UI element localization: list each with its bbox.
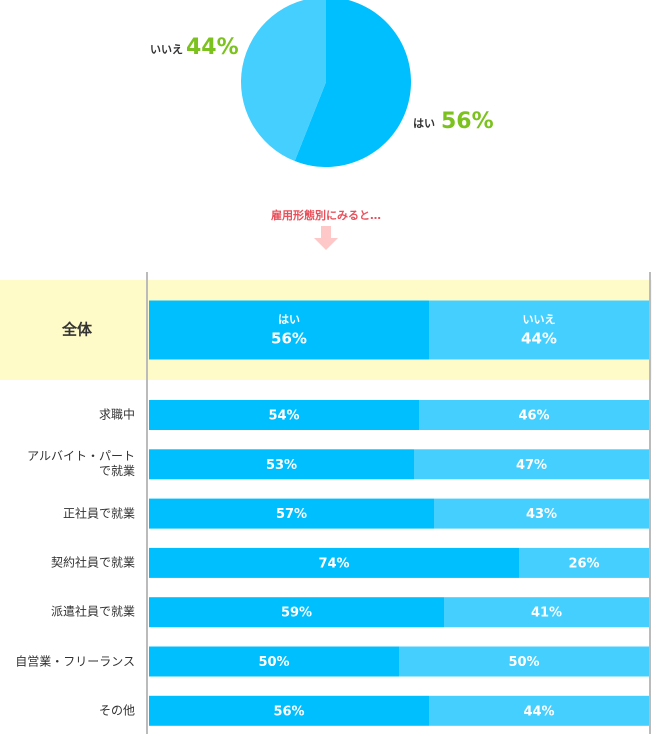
value-label: 56% bbox=[273, 704, 304, 719]
category-label: アルバイト・パート で就業 bbox=[27, 449, 135, 479]
value-label: 74% bbox=[318, 556, 349, 571]
category-label: 正社員で就業 bbox=[62, 506, 135, 521]
series-name: はい bbox=[278, 313, 300, 326]
value-label: 47% bbox=[516, 458, 547, 473]
bar-segment bbox=[434, 498, 649, 529]
value-label: 59% bbox=[281, 606, 312, 621]
value-label: 43% bbox=[526, 507, 557, 522]
bar-segment bbox=[414, 449, 649, 480]
slice-value: 56% bbox=[441, 109, 494, 134]
slice-value: 44% bbox=[186, 35, 239, 60]
pie-slice bbox=[294, 0, 411, 167]
value-label: 53% bbox=[266, 458, 297, 473]
slice-label: はい bbox=[413, 117, 435, 130]
value-label: 50% bbox=[258, 655, 289, 670]
value-label: 41% bbox=[531, 606, 562, 621]
annotation: 雇用形態別にみると… bbox=[271, 208, 381, 222]
bar-segment bbox=[149, 695, 429, 726]
value-label: 44% bbox=[521, 330, 557, 348]
value-label: 46% bbox=[518, 409, 549, 424]
bar-segment bbox=[419, 400, 649, 430]
bar-segment bbox=[149, 300, 429, 360]
series-name: いいえ bbox=[523, 313, 556, 326]
category-label: 全体 bbox=[61, 320, 92, 339]
category-label: 契約社員で就業 bbox=[50, 555, 135, 570]
value-label: 50% bbox=[508, 655, 539, 670]
bar-segment bbox=[149, 597, 444, 628]
value-label: 57% bbox=[276, 507, 307, 522]
slice-label: いいえ bbox=[150, 43, 183, 56]
bar-segment bbox=[519, 547, 649, 578]
bar-segment bbox=[149, 646, 399, 677]
value-label: 44% bbox=[523, 704, 554, 719]
arrow bbox=[314, 226, 338, 250]
bar-segment bbox=[429, 300, 649, 360]
bar-segment bbox=[444, 597, 649, 628]
value-label: 54% bbox=[268, 409, 299, 424]
bar-segment bbox=[149, 547, 519, 578]
bar-segment bbox=[399, 646, 649, 677]
pie-slice bbox=[241, 0, 326, 162]
value-label: 26% bbox=[568, 556, 599, 571]
value-label: 56% bbox=[271, 330, 307, 348]
category-label: 求職中 bbox=[98, 407, 135, 422]
bar-segment bbox=[149, 400, 419, 430]
bar-segment bbox=[149, 449, 414, 480]
bar-segment bbox=[429, 695, 649, 726]
category-label: その他 bbox=[98, 703, 135, 718]
category-label: 自営業・フリーランス bbox=[15, 654, 135, 668]
bar-segment bbox=[149, 498, 434, 529]
category-label: 派遣社員で就業 bbox=[50, 604, 135, 619]
